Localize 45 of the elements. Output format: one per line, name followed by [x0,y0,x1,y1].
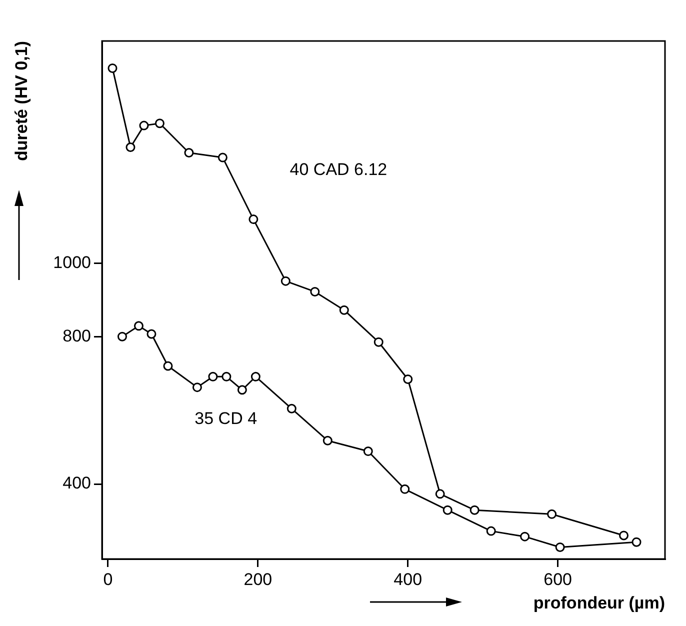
y-tick-label: 800 [62,326,91,346]
x-axis-title: profondeur (µm) [533,593,665,612]
point [363,446,373,456]
point [139,120,149,130]
text: 40 CAD 6.12 [290,160,388,180]
y-tick-label: 400 [62,474,91,493]
point [470,505,480,515]
point [218,152,228,162]
x-tick-label: 600 [544,570,572,589]
point [184,148,194,158]
point [146,329,156,339]
y-axis-title: dureté (HV 0,1) [12,41,31,161]
point [435,489,445,499]
point [442,505,452,515]
point [192,382,202,392]
point [248,214,258,224]
x-tick-label: 400 [394,570,422,589]
point [555,542,565,552]
point [547,509,557,519]
point [632,537,642,547]
point [237,385,247,395]
point [134,321,144,331]
point [208,372,218,382]
point [108,63,118,73]
point [286,404,296,414]
x-tick-label: 0 [103,570,113,589]
point [486,526,496,536]
point [310,286,320,296]
point [400,484,410,494]
point [374,337,384,347]
series-label: 35 CD 4 [194,408,258,428]
point [619,530,629,540]
point [339,305,349,315]
point [322,436,332,446]
point [126,142,136,152]
point [250,372,260,382]
point [117,332,127,342]
x-tick-label: 200 [244,570,272,589]
point [403,374,413,384]
point [163,361,173,371]
point [280,276,290,286]
point [222,372,232,382]
point [154,118,164,128]
y-tick-label: 1000 [53,253,91,272]
point [520,532,530,542]
